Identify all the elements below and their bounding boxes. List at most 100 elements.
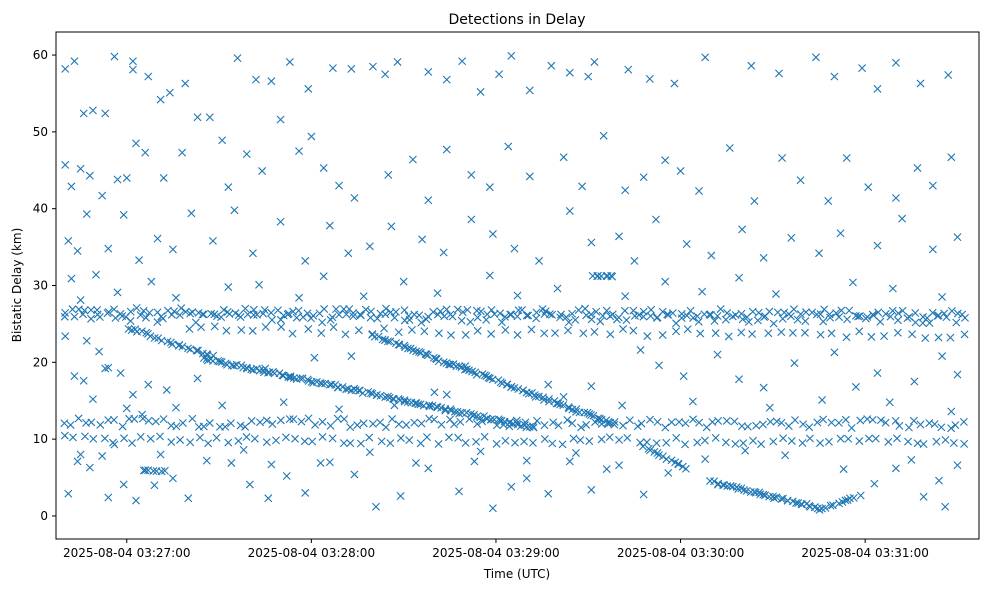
detection-point [643,332,652,341]
detection-point [408,155,417,164]
detection-point [272,436,280,445]
detection-point [299,313,308,322]
detection-point [376,418,385,427]
detection-point [959,417,968,426]
detection-point [145,308,154,317]
detection-point [661,156,670,165]
detection-point [218,401,227,410]
detection-point [61,64,70,73]
detection-point [522,423,531,432]
detection-point [492,439,501,448]
detection-point [405,315,414,324]
detection-point [442,305,451,314]
detection-point [928,308,937,317]
detection-point [82,210,91,219]
detection-point [590,57,599,66]
detection-point [349,312,358,321]
detection-point [686,306,695,315]
detection-point [824,197,833,205]
detection-point [186,345,195,354]
detection-point [178,148,187,157]
detection-point [149,467,158,476]
detection-point [104,493,113,502]
detection-point [629,326,638,335]
detection-point [941,502,950,511]
detection-point [894,309,903,318]
detection-point [623,433,632,442]
detection-point [707,251,716,260]
detection-point [388,415,397,424]
detection-point [919,440,928,449]
detection-point [285,415,294,424]
detection-point [637,419,646,428]
detection-point [79,109,88,118]
detection-point [789,305,798,314]
detection-point [851,382,860,391]
detection-point [258,167,267,176]
detection-point [80,432,89,441]
detection-point [66,420,75,429]
detection-point [368,62,377,71]
detection-point [928,245,937,254]
detection-point [909,416,918,425]
detection-point [308,437,317,446]
detection-point [450,407,459,416]
detection-point [126,307,135,316]
detection-point [544,380,553,389]
detection-point [544,489,553,498]
detection-point [529,423,538,432]
detection-point [540,329,549,338]
detection-point [563,415,572,424]
detection-point [819,415,828,424]
detection-point [556,400,565,409]
detection-point [893,328,902,337]
detection-point [893,316,902,325]
detection-point [170,307,179,316]
detection-point [476,447,485,456]
detection-point [185,324,194,333]
detection-point [364,388,373,396]
detection-point [175,311,184,320]
detection-point [647,305,656,314]
detection-point [791,416,800,425]
detection-point [805,423,814,432]
detection-point [221,422,230,431]
detection-point [796,176,805,185]
detection-point [895,421,904,430]
detection-point [940,309,949,318]
detection-point [730,417,739,426]
detection-point [456,417,465,426]
detection-point [488,230,497,239]
detection-point [349,309,358,318]
detection-point [953,370,962,379]
detection-point [85,463,94,472]
detection-point [60,312,69,321]
detection-point [381,423,390,432]
detection-point [378,335,387,344]
detection-point [944,71,953,80]
detection-point [241,422,250,431]
detection-point [488,504,497,513]
detection-point [487,415,496,424]
detection-point [947,153,956,162]
detection-point [735,375,744,384]
detection-point [548,439,557,448]
detection-point [844,434,853,443]
detection-point [655,361,664,370]
detection-point [100,434,109,443]
detection-point [510,244,519,253]
detection-point [569,434,578,443]
detection-point [61,332,70,341]
detection-point [390,313,399,322]
detection-point [141,148,150,157]
detection-point [911,318,920,327]
chart-title: Detections in Delay [448,12,585,28]
detection-point [400,341,409,350]
detection-point [549,418,558,427]
detection-point [811,53,820,62]
detection-point [485,183,494,192]
detection-point [513,419,522,428]
detection-point [473,326,482,335]
detection-point [457,316,466,325]
detection-point [615,461,624,470]
